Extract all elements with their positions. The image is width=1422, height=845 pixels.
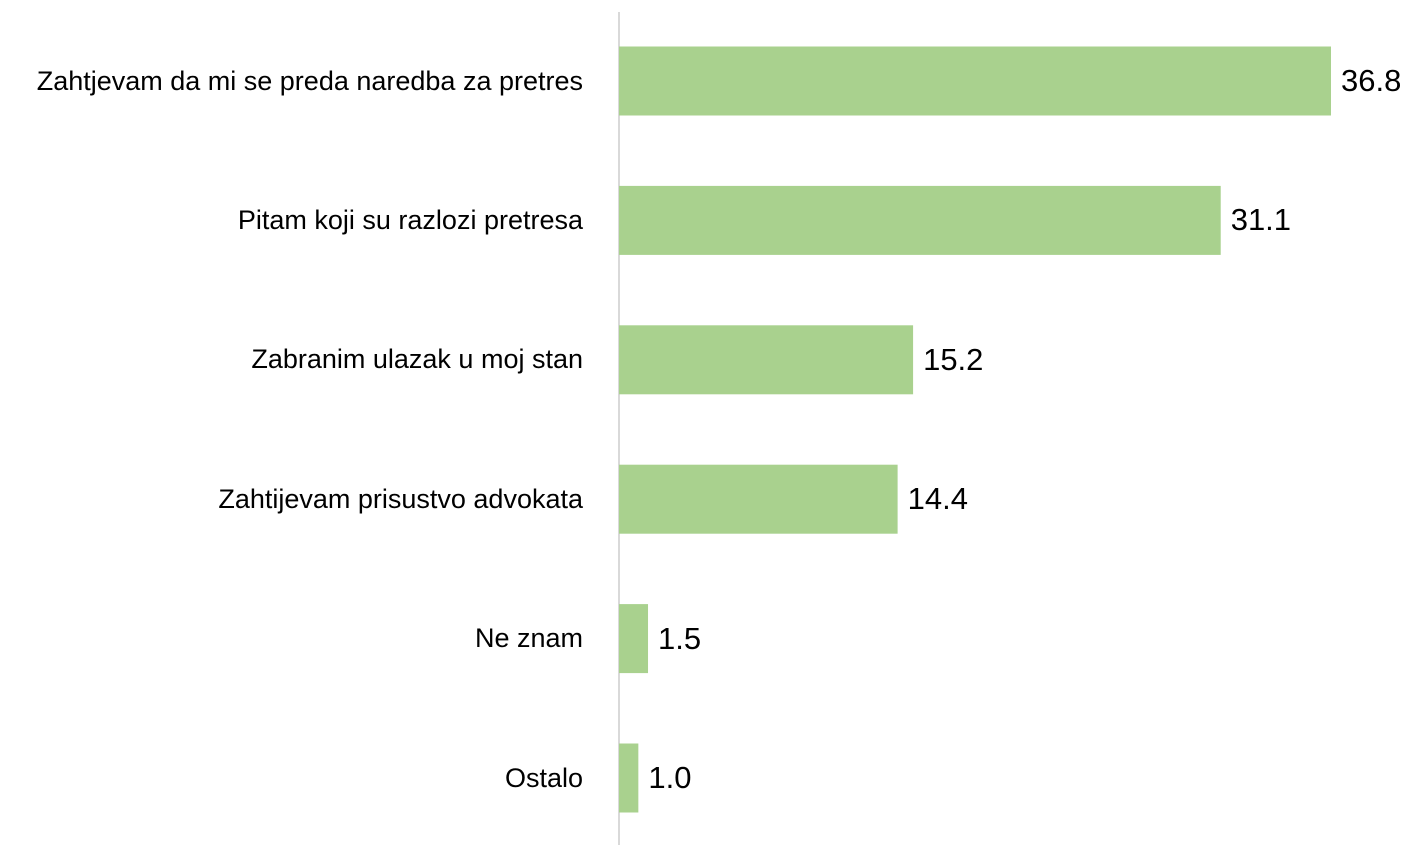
category-label: Zabranim ulazak u moj stan — [0, 300, 583, 420]
category-label-text: Ostalo — [504, 762, 583, 793]
bar — [619, 325, 914, 395]
category-label-text: Ne znam — [474, 623, 583, 654]
category-label: Ostalo — [0, 718, 583, 838]
category-label: Zahtjevam da mi se preda naredba za pret… — [0, 21, 583, 141]
bar — [619, 464, 898, 534]
bar — [619, 185, 1221, 255]
category-label: Ne znam — [0, 579, 583, 699]
data-label: 1.5 — [658, 620, 702, 656]
data-label: 1.0 — [648, 760, 692, 795]
data-label: 31.1 — [1230, 202, 1292, 238]
data-label: 36.8 — [1341, 63, 1402, 98]
data-label: 15.2 — [923, 341, 984, 377]
category-label-text: Zahtijevam prisustvo advokata — [218, 483, 583, 514]
category-label: Zahtijevam prisustvo advokata — [0, 439, 583, 559]
category-label-text: Zabranim ulazak u moj stan — [251, 344, 583, 375]
category-label-text: Pitam koji su razlozi pretresa — [237, 204, 583, 235]
bar — [619, 46, 1331, 116]
category-label-text: Zahtjevam da mi se preda naredba za pret… — [36, 65, 583, 96]
bar — [619, 743, 639, 813]
category-label: Pitam koji su razlozi pretresa — [0, 160, 583, 280]
data-label: 14.4 — [907, 481, 968, 517]
bar — [619, 604, 649, 674]
